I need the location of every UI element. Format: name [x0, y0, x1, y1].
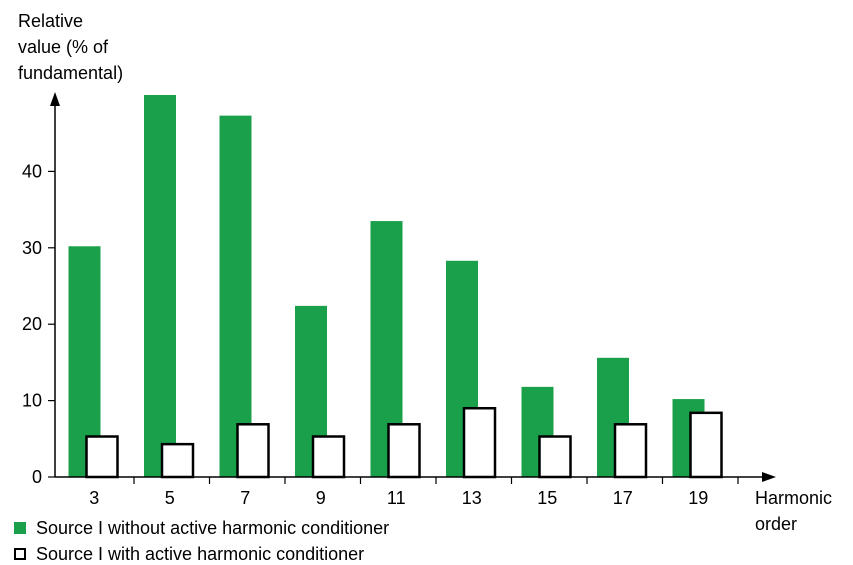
x-tick-label-11: 11 [387, 488, 406, 508]
bar-with-conditioner-17 [613, 423, 648, 479]
bar-without-conditioner-7 [219, 115, 252, 478]
bar-with-conditioner-9 [311, 435, 346, 479]
y-axis-label: Relative value (% of fundamental) [18, 11, 124, 83]
bar-with-conditioner-15 [538, 435, 572, 479]
y-tick-label-40: 40 [22, 161, 42, 181]
bar-with-conditioner-11 [387, 423, 421, 479]
y-tick-label-20: 20 [22, 314, 42, 334]
y-axis-arrow-icon [50, 92, 60, 106]
x-axis-ticks: 3 5 7 9 11 13 15 17 19 [89, 477, 739, 508]
series-without-conditioner-bars [68, 95, 705, 478]
y-tick-label-0: 0 [32, 467, 42, 487]
legend-item-without-conditioner: Source I without active harmonic conditi… [14, 517, 389, 539]
bar-without-conditioner-5 [144, 95, 176, 477]
x-tick-label-15: 15 [537, 488, 557, 508]
bar-with-conditioner-7 [236, 423, 270, 479]
bar-with-conditioner-5 [160, 442, 195, 479]
x-tick-label-9: 9 [316, 488, 326, 508]
x-tick-label-7: 7 [240, 488, 250, 508]
x-tick-label-3: 3 [89, 488, 99, 508]
x-axis-label: Harmonic order [755, 488, 833, 534]
y-tick-label-10: 10 [22, 391, 42, 411]
y-tick-label-30: 30 [22, 238, 42, 258]
x-tick-label-13: 13 [462, 488, 482, 508]
bar-with-conditioner-13 [462, 406, 497, 479]
legend-item-with-conditioner: Source I with active harmonic conditione… [14, 543, 364, 565]
x-tick-label-5: 5 [165, 488, 175, 508]
y-axis-ticks: 0 10 20 30 40 [22, 161, 55, 487]
x-axis-arrow-icon [762, 472, 776, 482]
legend-label: Source I without active harmonic conditi… [36, 518, 390, 538]
bar-with-conditioner-19 [689, 411, 723, 479]
legend-swatch-outlined [14, 548, 26, 560]
x-tick-label-19: 19 [688, 488, 708, 508]
bar-with-conditioner-3 [85, 435, 119, 479]
legend-label: Source I with active harmonic conditione… [36, 544, 365, 564]
axes [50, 92, 776, 482]
legend-swatch-filled [14, 522, 26, 534]
x-tick-label-17: 17 [613, 488, 633, 508]
